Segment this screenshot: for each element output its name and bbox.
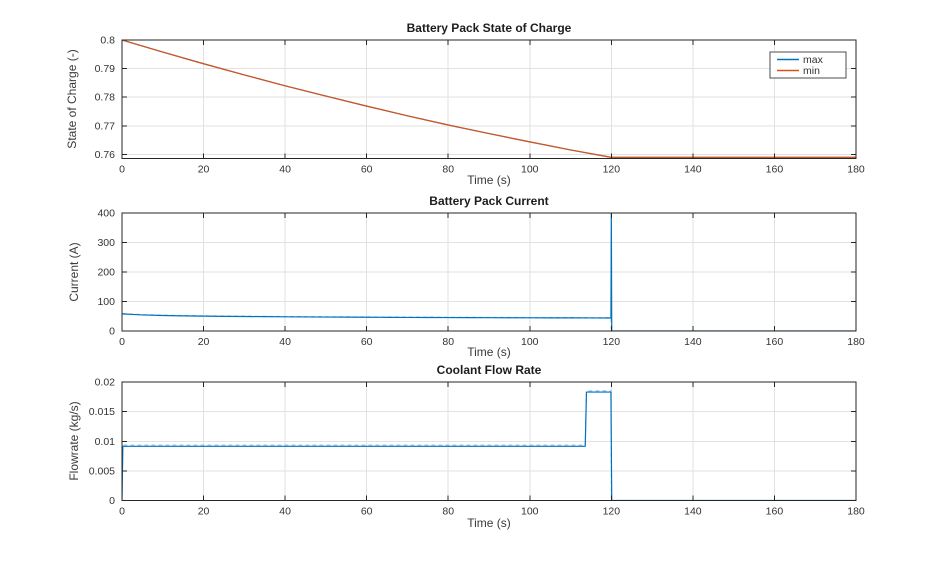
x-tick-label: 40: [279, 506, 291, 518]
x-tick-label: 160: [766, 506, 784, 518]
x-tick-label: 20: [198, 164, 210, 176]
x-tick-label: 80: [442, 164, 454, 176]
x-tick-label: 40: [279, 336, 291, 348]
y-tick-label: 0: [109, 495, 115, 507]
x-tick-label: 60: [361, 164, 373, 176]
y-tick-label: 200: [97, 267, 115, 279]
chart3-xlabel: Time (s): [467, 516, 511, 530]
x-tick-label: 100: [521, 164, 539, 176]
chart3-title: Coolant Flow Rate: [436, 363, 542, 377]
y-tick-label: 0.02: [95, 377, 116, 389]
x-tick-label: 160: [766, 164, 784, 176]
x-tick-label: 180: [847, 336, 865, 348]
x-tick-label: 40: [279, 164, 291, 176]
y-tick-label: 0.015: [89, 406, 115, 418]
y-tick-label: 300: [97, 237, 115, 249]
x-tick-label: 120: [603, 164, 621, 176]
x-tick-label: 100: [521, 506, 539, 518]
y-tick-label: 0.77: [95, 120, 116, 132]
x-tick-label: 0: [119, 164, 125, 176]
chart1-ylabel: State of Charge (-): [65, 49, 79, 149]
x-tick-label: 80: [442, 506, 454, 518]
x-tick-label: 60: [361, 336, 373, 348]
chart-panel-1: 0 20 40 60 80 100 120 140 160 180 0.76 0.77 0.78 0.79…: [95, 35, 865, 176]
y-tick-label: 400: [97, 208, 115, 220]
x-tick-label: 120: [603, 506, 621, 518]
chart2-ylabel: Current (A): [67, 242, 81, 302]
y-tick-label: 0.8: [100, 35, 115, 47]
y-tick-label: 0.79: [95, 63, 116, 75]
y-tick-label: 0.005: [89, 465, 115, 477]
x-tick-label: 60: [361, 506, 373, 518]
x-tick-label: 100: [521, 336, 539, 348]
chart3-ylabel: Flowrate (kg/s): [67, 401, 81, 481]
legend-label-max: max: [803, 54, 824, 66]
series-min: [122, 40, 856, 158]
x-tick-label: 0: [119, 506, 125, 518]
y-tick-label: 0: [109, 326, 115, 338]
legend-box: [769, 51, 847, 79]
x-tick-label: 180: [847, 506, 865, 518]
chart1-xlabel: Time (s): [467, 173, 511, 187]
y-tick-label: 0.78: [95, 92, 116, 104]
y-tick-label: 0.76: [95, 149, 116, 161]
x-tick-label: 140: [684, 164, 702, 176]
x-tick-label: 0: [119, 336, 125, 348]
chart2-title: Battery Pack Current: [429, 194, 549, 208]
series-current: [122, 213, 856, 331]
chart-panel-2: 0 20 40 60 80 100 120 140 160 180 0 100 200 300 400: [97, 208, 865, 349]
chart2-xlabel: Time (s): [467, 345, 511, 359]
x-tick-label: 20: [198, 506, 210, 518]
series-max: [122, 40, 856, 158]
x-tick-label: 180: [847, 164, 865, 176]
x-tick-label: 80: [442, 336, 454, 348]
x-tick-label: 160: [766, 336, 784, 348]
x-tick-label: 20: [198, 336, 210, 348]
axes-box: [121, 39, 857, 159]
y-tick-label: 0.01: [95, 436, 116, 448]
y-tick-label: 100: [97, 296, 115, 308]
series-flow: [122, 391, 856, 501]
x-tick-label: 140: [684, 506, 702, 518]
x-tick-label: 140: [684, 336, 702, 348]
legend-label-min: min: [803, 65, 820, 77]
x-tick-label: 120: [603, 336, 621, 348]
chart-panel-3: 0 20 40 60 80 100 120 140 160 180 0 0.005 0.01 0.015 0…: [89, 377, 865, 518]
chart1-title: Battery Pack State of Charge: [406, 21, 572, 35]
